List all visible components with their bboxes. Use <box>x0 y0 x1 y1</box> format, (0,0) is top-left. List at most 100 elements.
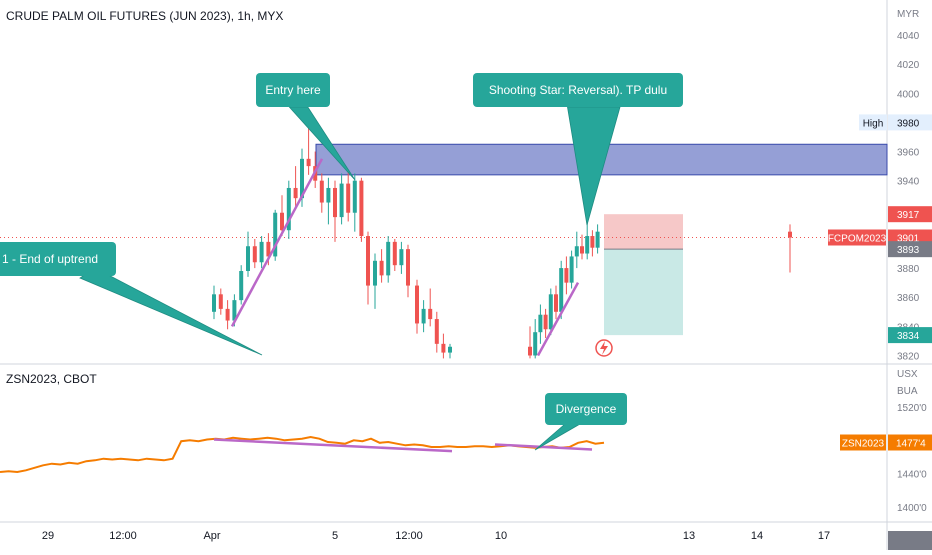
candle-body <box>392 241 397 266</box>
candle-body <box>564 268 569 283</box>
high-price-value: 3980 <box>897 118 920 129</box>
indicator-currency-label: USX <box>897 369 918 380</box>
candle-body <box>548 294 553 330</box>
candle-body <box>266 241 271 257</box>
indicator-last-tag <box>888 434 932 451</box>
price-tag-value: 3901 <box>897 233 920 244</box>
high-price-tag <box>888 114 932 131</box>
divergence-box <box>545 393 627 425</box>
reversal-annotation: Shooting Star: Reversal). TP dulu <box>473 73 683 226</box>
x-tick-label: 12:00 <box>109 530 137 542</box>
y-tick-label: 3960 <box>897 148 920 159</box>
candle-body <box>259 241 264 263</box>
candle-body <box>373 260 377 286</box>
end-uptrend-box <box>0 242 116 276</box>
candle-body <box>346 183 351 213</box>
candle-body <box>421 308 426 324</box>
divergence-line-1 <box>213 438 453 453</box>
candle-body <box>286 187 291 231</box>
main-currency-label: MYR <box>897 9 919 20</box>
price-tag <box>888 206 932 223</box>
candle-body <box>232 300 237 321</box>
lightning-icon-bolt <box>600 341 608 355</box>
x-tick-label: 17 <box>818 530 830 542</box>
main-chart-title: CRUDE PALM OIL FUTURES (JUN 2023), 1h, M… <box>6 9 284 23</box>
y-tick-label: 3880 <box>897 264 920 275</box>
candle-body <box>528 346 532 356</box>
reversal-annotation-box <box>473 73 683 107</box>
indicator-currency-sub: BUA <box>897 386 918 397</box>
candle-body <box>788 231 792 238</box>
indicator-symbol-label: ZSN2023 <box>842 439 885 450</box>
stop-loss-zone <box>604 214 683 250</box>
candle-body <box>212 294 216 312</box>
y-tick-label: 3820 <box>897 352 920 363</box>
axis-corner-badge <box>888 531 932 550</box>
high-tag-label: High <box>863 118 884 129</box>
indicator-y-tick: 1440'0 <box>897 470 927 481</box>
y-tick-label: 3860 <box>897 293 920 304</box>
candle-body <box>339 183 344 218</box>
x-tick-label: 29 <box>42 530 54 542</box>
candle-body <box>218 294 223 309</box>
candle-body <box>319 180 324 203</box>
candle-body <box>533 332 538 356</box>
candle-body <box>293 187 298 199</box>
divergence-text: Divergence <box>556 402 617 416</box>
candle-body <box>448 346 452 353</box>
x-tick-label: 5 <box>332 530 338 542</box>
price-tag-value: 3834 <box>897 331 920 342</box>
entry-annotation-box <box>256 73 330 107</box>
candle-body <box>239 271 244 301</box>
entry-annotation: Entry here <box>256 73 356 181</box>
high-tag <box>859 114 887 131</box>
price-tag-value: 3893 <box>897 245 920 256</box>
entry-annotation-text: Entry here <box>265 83 321 97</box>
y-tick-label: 3940 <box>897 177 920 188</box>
candle-body <box>569 256 574 283</box>
reversal-annotation-text: Shooting Star: Reversal). TP dulu <box>489 83 667 97</box>
uptrend-line-2 <box>536 282 580 357</box>
y-tick-label: 4040 <box>897 31 920 42</box>
indicator-series-line <box>0 435 605 474</box>
candle-body <box>399 249 404 266</box>
price-tag <box>888 241 932 258</box>
candle-body <box>300 158 304 199</box>
y-tick-label: 4020 <box>897 60 920 71</box>
candle-body <box>434 319 439 344</box>
take-profit-zone <box>604 249 683 336</box>
indicator-y-tick: 1520'0 <box>897 403 927 414</box>
x-tick-label: 12:00 <box>395 530 423 542</box>
lightning-icon <box>595 339 613 357</box>
main-pane-bg <box>0 0 887 362</box>
candle-body <box>359 180 364 237</box>
candle-body <box>559 268 564 312</box>
x-tick-label: 13 <box>683 530 695 542</box>
divergence-line-2 <box>494 443 593 451</box>
x-tick-label: 10 <box>495 530 507 542</box>
candle-body <box>406 249 410 286</box>
candle-body <box>585 236 590 254</box>
candle-body <box>306 158 311 167</box>
candle-body <box>538 314 543 333</box>
candle-body <box>252 246 257 263</box>
candle-body <box>273 212 278 257</box>
candle-body <box>595 231 600 248</box>
indicator-y-tick: 1400'0 <box>897 503 927 514</box>
end-uptrend-text: 1 - End of uptrend <box>2 252 98 266</box>
x-tick-label: 14 <box>751 530 763 542</box>
candle-body <box>225 308 230 321</box>
y-tick-label: 4000 <box>897 89 920 100</box>
price-tag-value: 3917 <box>897 210 920 221</box>
candle-body <box>554 294 558 312</box>
uptrend-line <box>230 158 324 327</box>
candle-body <box>574 246 579 257</box>
candle-body <box>590 236 595 248</box>
candle-body <box>415 285 419 324</box>
candle-body <box>386 241 391 276</box>
candle-body <box>333 187 337 218</box>
candle-body <box>326 187 331 203</box>
time-axis-cursor-box <box>612 525 634 549</box>
